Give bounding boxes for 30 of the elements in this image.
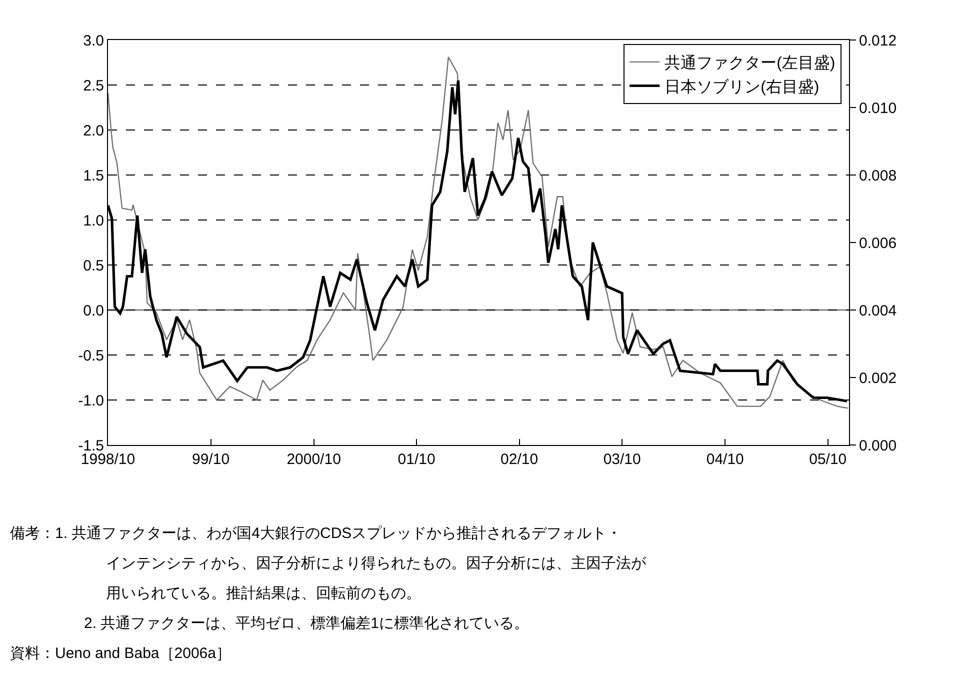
y2-tick-label: 0.012 — [859, 32, 897, 50]
y-tick-label: 2.5 — [83, 77, 104, 94]
x-tick-label: 2000/10 — [286, 451, 341, 468]
text: 2. 共通ファクターは、平均ゼロ、標準偏差1に標準化されている。 — [84, 615, 530, 632]
text: 用いられている。推計結果は、回転前のもの。 — [106, 585, 421, 602]
y2-tick-label: 0.006 — [859, 234, 897, 252]
y-tick-label: 3.0 — [83, 32, 104, 50]
y-tick-label: 2.0 — [83, 122, 104, 140]
y-tick-label: 0.5 — [83, 257, 104, 274]
x-tick-label: 04/10 — [706, 451, 744, 468]
y-tick-label: -1.0 — [78, 392, 104, 410]
y-tick-label: 0.0 — [83, 302, 104, 320]
x-tick-label: 03/10 — [603, 451, 641, 468]
text: 備考：1. 共通ファクターは、わが国4大銀行のCDSスプレッドから推計されるデフォルト・ — [10, 525, 622, 542]
y2-tick-label: 0.008 — [859, 167, 897, 184]
y-tick-label: 1.5 — [83, 167, 104, 184]
x-tick-label: 99/10 — [192, 451, 230, 468]
x-tick-label: 01/10 — [398, 451, 436, 468]
y-tick-label: 1.0 — [83, 212, 104, 230]
y2-tick-label: 0.002 — [859, 370, 897, 387]
y2-tick-label: 0.010 — [859, 100, 897, 117]
y2-tick-label: 0.000 — [859, 437, 897, 454]
x-tick-label: 02/10 — [500, 451, 538, 468]
y2-tick-label: 0.004 — [859, 302, 897, 320]
legend-label: 日本ソブリン(右目盛) — [664, 78, 820, 96]
legend-label: 共通ファクター(左目盛) — [664, 54, 836, 72]
text: 資料：Ueno and Baba［2006a］ — [10, 645, 231, 662]
y-tick-label: -0.5 — [78, 347, 104, 364]
text: インテンシティから、因子分析により得られたもの。因子分析には、主因子法が — [106, 555, 647, 572]
x-tick-label: 05/10 — [809, 451, 847, 468]
